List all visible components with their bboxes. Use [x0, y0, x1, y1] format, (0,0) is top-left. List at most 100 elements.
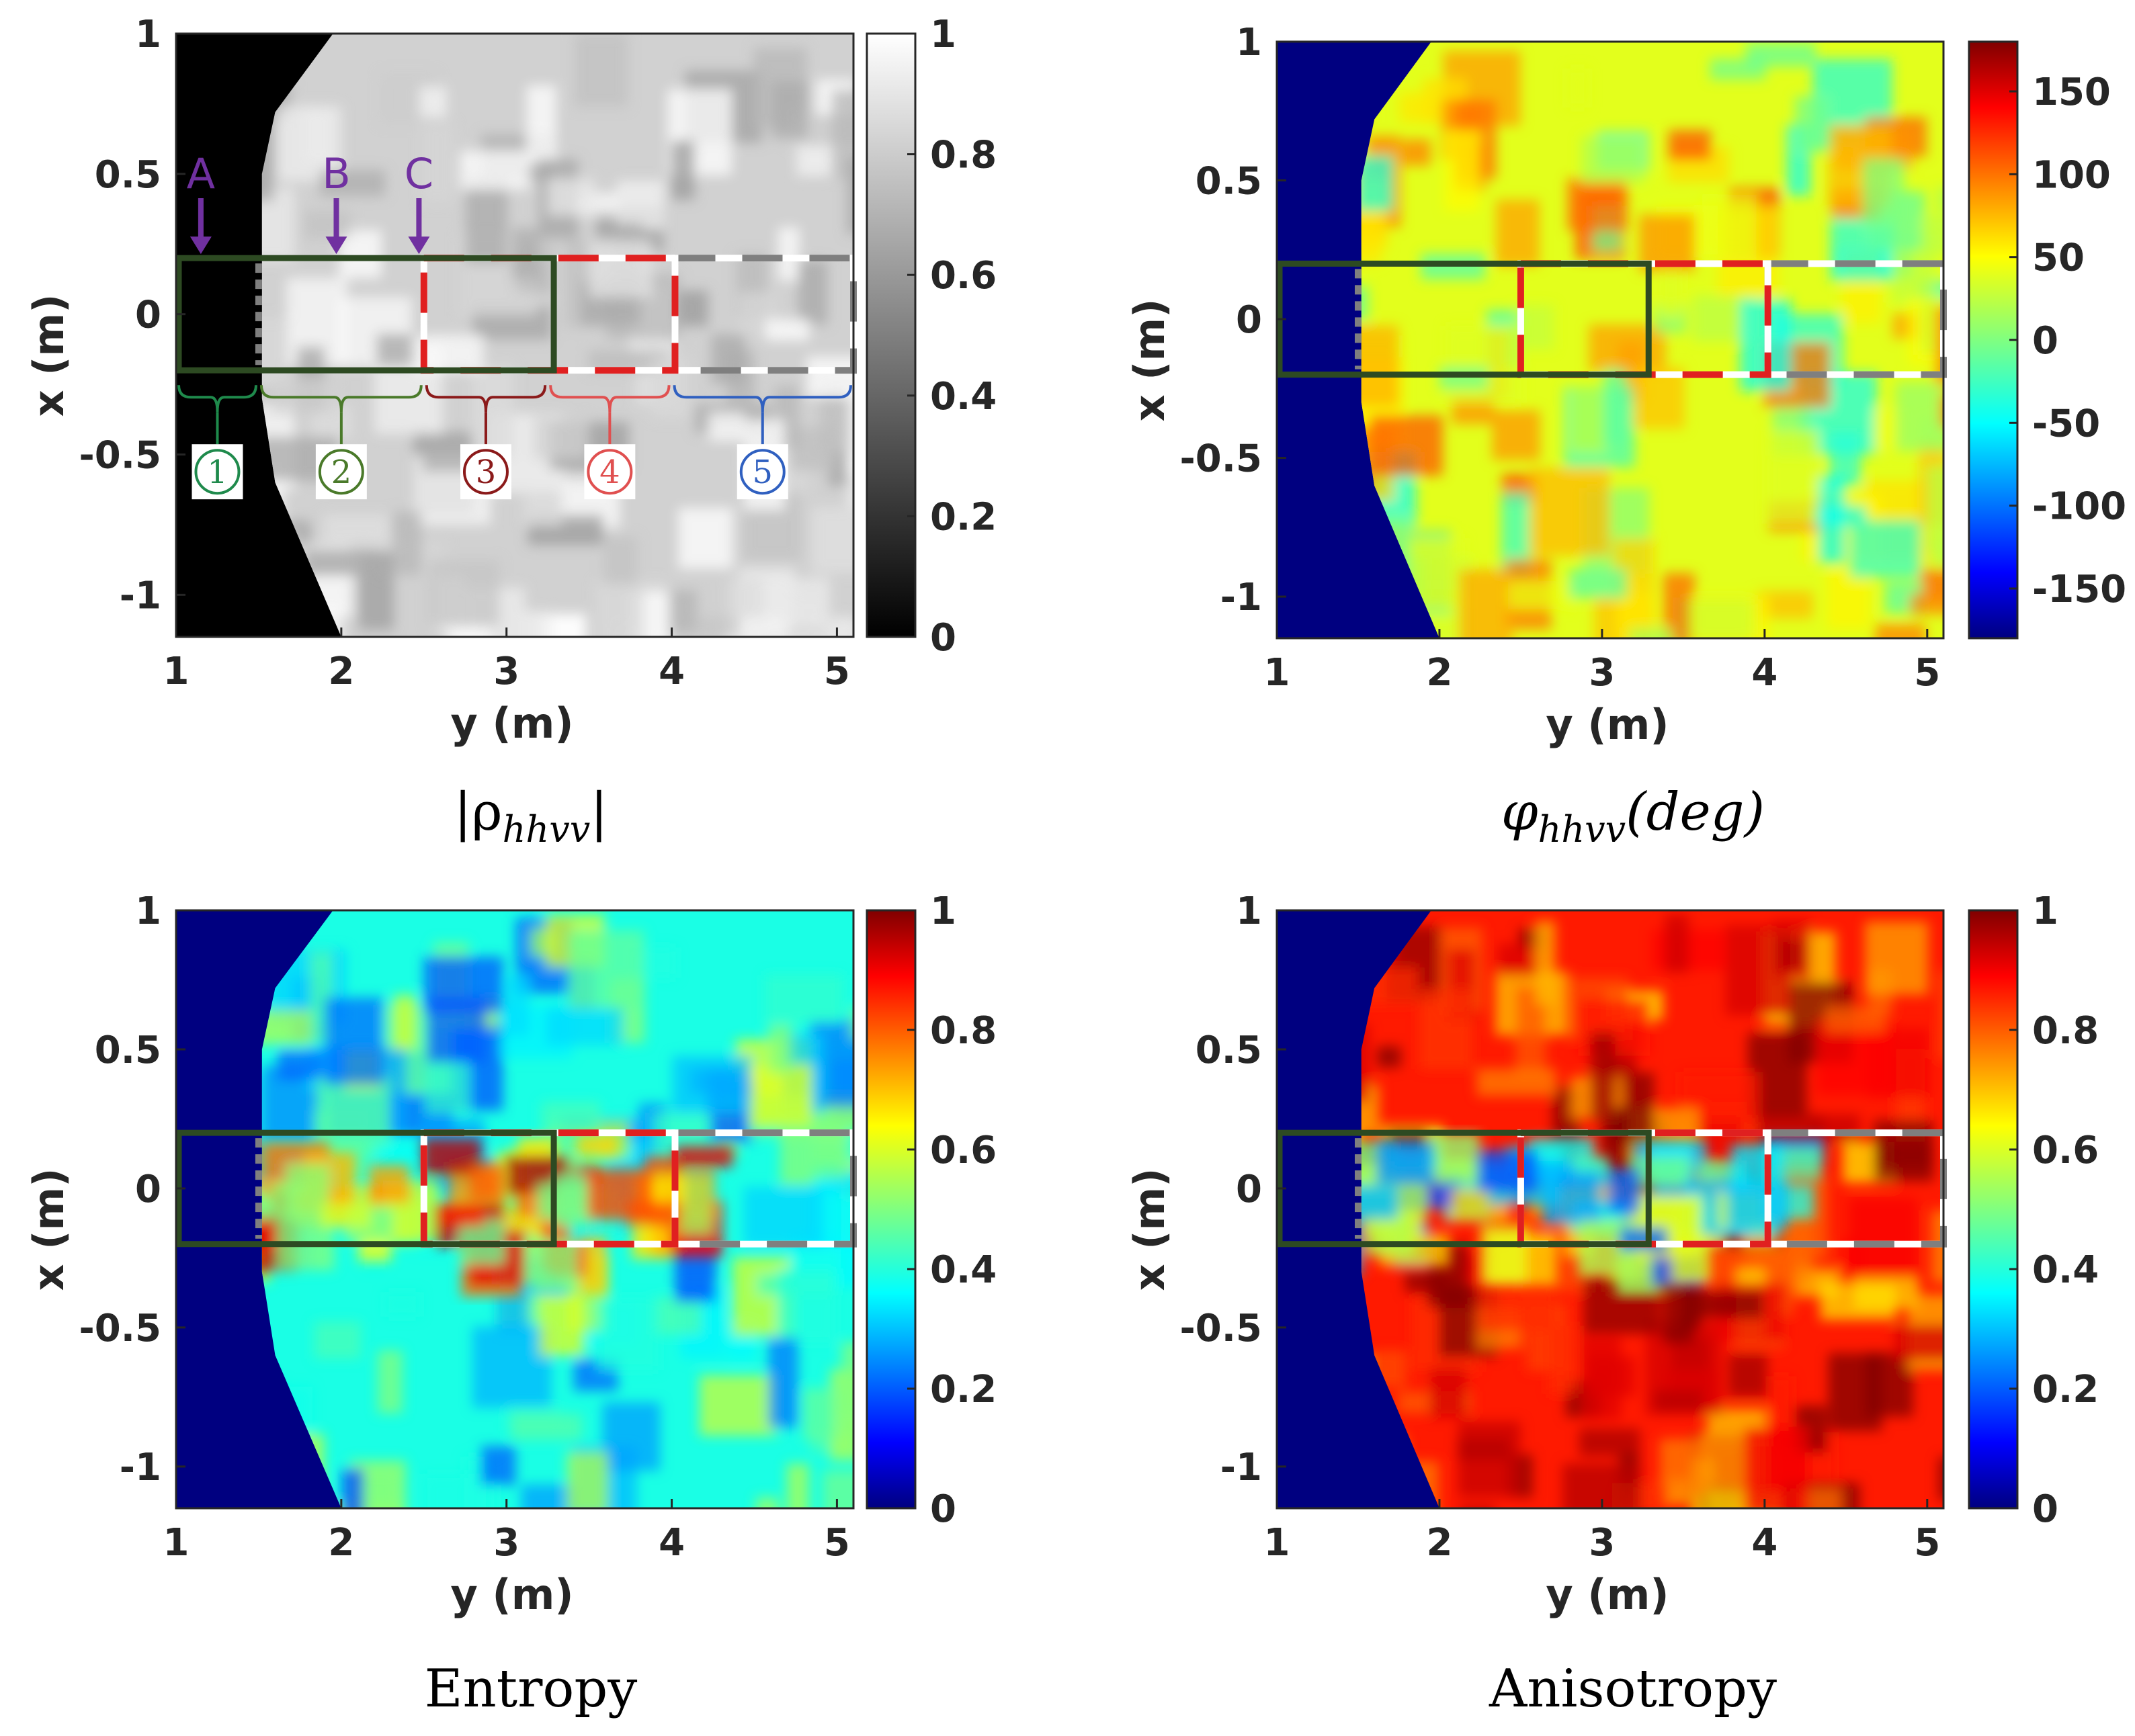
- svg-text:2: 2: [331, 453, 352, 491]
- panel-anisotropy: 1 2 3 4 5 1 0.5 0 -0.5 -1 y (m) x (m) 1 0.8 0.6 0.4 0.2…: [1125, 889, 2099, 1719]
- colorbar-tick-label: 0: [930, 616, 956, 660]
- plot-area: [176, 34, 854, 637]
- colorbar-tick-label: 100: [2032, 153, 2111, 197]
- axes-frame: [1275, 909, 1945, 1510]
- svg-text:4: 4: [599, 453, 620, 491]
- colorbar-tick-label: 1: [930, 13, 956, 56]
- colorbar-tick-label: 0.2: [930, 495, 997, 539]
- caption: |ρhhvv|: [454, 782, 608, 851]
- colorbar-tick-label: 0: [2032, 319, 2058, 363]
- panel-entropy: 1 2 3 4 5 1 0.5 0 -0.5 -1 y (m) x (m) 1 0.8 0.6 0.4 0.2…: [24, 889, 997, 1719]
- x-tick-label: 5: [1914, 1521, 1940, 1565]
- colorbar: 1 0.8 0.6 0.4 0.2 0: [866, 13, 997, 660]
- y-axis-label: x (m): [24, 294, 73, 417]
- colorbar-tick-label: 0.2: [2032, 1368, 2099, 1412]
- axes-frame: [175, 32, 855, 638]
- caption: Anisotropy: [1489, 1659, 1777, 1719]
- y-axis-label: x (m): [24, 1168, 73, 1291]
- x-tick-label: 2: [1426, 651, 1452, 695]
- colorbar-tick-label: 0.6: [930, 254, 997, 298]
- svg-text:C: C: [405, 149, 433, 198]
- heatmap-field: [261, 34, 854, 637]
- x-axis-label: y (m): [450, 699, 573, 748]
- axes-frame: [1275, 40, 1945, 640]
- svg-text:B: B: [322, 149, 351, 198]
- marker-C: C: [405, 149, 433, 255]
- colorbar-tick-label: 0.6: [2032, 1129, 2099, 1172]
- caption: Entropy: [425, 1659, 638, 1719]
- panel-rho-magnitude: A B C 1 2 3 4 5 1 2 3 4 5 1 0.5 0 -0.5 -1 y (m) x (m) 1 0.8…: [24, 13, 997, 851]
- y-tick-label: -0.5: [79, 1307, 161, 1350]
- axes: 1 2 3 4 5 1 0.5 0 -0.5 -1 y (m) x (m): [1125, 889, 1945, 1619]
- x-tick-label: 2: [328, 1521, 354, 1565]
- marker-B: B: [322, 149, 351, 255]
- colorbar-tick-label: 0: [2032, 1487, 2058, 1531]
- y-tick-label: 1: [135, 889, 161, 933]
- colorbar: 1 0.8 0.6 0.4 0.2 0: [866, 889, 997, 1531]
- y-tick-label: -1: [120, 574, 161, 617]
- colorbar-tick-label: 150: [2032, 71, 2111, 114]
- marker-A: A: [187, 149, 215, 255]
- x-axis-label: y (m): [1546, 1570, 1669, 1619]
- x-tick-label: 4: [1751, 651, 1777, 695]
- svg-text:A: A: [187, 149, 215, 198]
- y-tick-label: -0.5: [79, 434, 161, 478]
- axes: 1 2 3 4 5 1 0.5 0 -0.5 -1 y (m) x (m): [24, 889, 855, 1619]
- caption: φhhvv(deg): [1501, 782, 1765, 851]
- y-tick-label: 0.5: [1196, 1029, 1262, 1072]
- region-3: 3: [425, 385, 547, 500]
- x-axis-label: y (m): [1546, 700, 1669, 749]
- y-tick-label: 0: [1236, 298, 1262, 342]
- x-tick-label: 1: [163, 1521, 190, 1565]
- y-tick-label: 0: [135, 294, 161, 337]
- colorbar-tick-label: 0.2: [930, 1368, 997, 1412]
- colorbar-tick-label: -100: [2032, 485, 2126, 529]
- x-tick-label: 1: [1264, 651, 1290, 695]
- x-tick-label: 3: [493, 650, 519, 693]
- colorbar-tick-label: 0.6: [930, 1129, 997, 1172]
- axes: 1 2 3 4 5 1 0.5 0 -0.5 -1 y (m) x (m): [24, 13, 855, 748]
- region-4: 4: [549, 385, 671, 500]
- y-tick-label: 1: [135, 13, 161, 56]
- colorbar-tick-label: 0.4: [2032, 1248, 2099, 1292]
- colorbar-tick-label: 0.8: [930, 134, 997, 177]
- colorbar-tick-label: -150: [2032, 568, 2126, 611]
- heatmap-field: [261, 910, 854, 1508]
- colorbar-tick-label: 0.4: [930, 1248, 997, 1292]
- y-axis-label: x (m): [1125, 299, 1174, 422]
- plot-area: [1277, 910, 1943, 1508]
- colorbar-tick-label: 1: [930, 889, 956, 933]
- y-tick-label: 0.5: [1196, 160, 1262, 204]
- y-tick-label: 0.5: [95, 153, 161, 197]
- x-tick-label: 3: [1589, 1521, 1615, 1565]
- x-tick-label: 4: [659, 650, 685, 693]
- x-tick-label: 4: [659, 1521, 685, 1565]
- x-tick-label: 5: [824, 1521, 850, 1565]
- y-tick-label: -0.5: [1180, 1307, 1262, 1350]
- axes-frame: [175, 909, 855, 1510]
- svg-text:5: 5: [753, 453, 773, 491]
- y-tick-label: -0.5: [1180, 437, 1262, 481]
- annotations: A B C 1 2 3 4 5: [177, 149, 852, 500]
- x-tick-label: 1: [163, 650, 190, 693]
- panel-phi-phase: 1 2 3 4 5 1 0.5 0 -0.5 -1 y (m) x (m) 150 100 50 0 -50 -…: [1125, 21, 2126, 851]
- x-tick-label: 1: [1264, 1521, 1290, 1565]
- y-tick-label: -1: [1220, 576, 1262, 619]
- colorbar-tick-label: -50: [2032, 402, 2100, 445]
- colorbar-gradient: [866, 32, 917, 638]
- x-tick-label: 2: [328, 650, 354, 693]
- colorbar-gradient: [1968, 909, 2019, 1510]
- x-tick-label: 4: [1751, 1521, 1777, 1565]
- axes: 1 2 3 4 5 1 0.5 0 -0.5 -1 y (m) x (m): [1125, 21, 1945, 749]
- x-tick-label: 3: [493, 1521, 519, 1565]
- x-axis-label: y (m): [450, 1570, 573, 1619]
- y-tick-label: 0: [135, 1168, 161, 1211]
- y-tick-label: 0.5: [95, 1029, 161, 1072]
- x-tick-label: 3: [1589, 651, 1615, 695]
- region-2: 2: [259, 385, 423, 500]
- y-tick-label: -1: [1220, 1446, 1262, 1489]
- colorbar-tick-label: 1: [2032, 889, 2058, 933]
- y-tick-label: 1: [1236, 21, 1262, 64]
- colorbar-tick-label: 0.8: [930, 1009, 997, 1053]
